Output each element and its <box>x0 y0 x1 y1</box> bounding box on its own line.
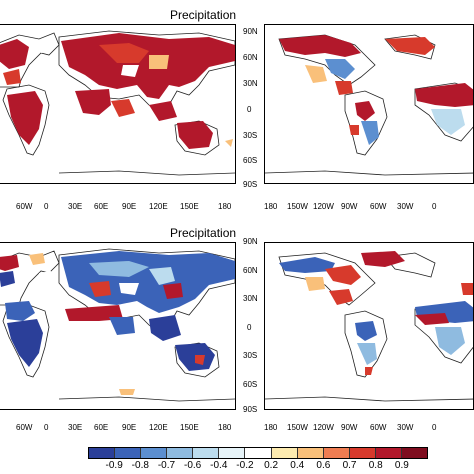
colorbar-swatch <box>141 448 168 458</box>
coast-asia <box>58 30 235 114</box>
lat-label: 30S <box>243 131 258 140</box>
coast-antarctica-right <box>265 170 473 176</box>
colorbar-tick-label: -0.2 <box>236 460 254 471</box>
colorbar-tick-label: 0.9 <box>394 460 409 471</box>
top-title: Precipitation <box>170 8 237 22</box>
lon-label: 90E <box>122 202 137 211</box>
lat-label: 60S <box>243 156 258 165</box>
lat-label: 0 <box>247 323 252 332</box>
colorbar-tick-label: -0.8 <box>131 460 149 471</box>
bottom-title: Precipitation <box>170 226 237 240</box>
lon-label: 120W <box>313 202 334 211</box>
lon-label: 0 <box>44 202 49 211</box>
lon-label: 60W <box>16 423 33 432</box>
lon-label: 150E <box>180 423 199 432</box>
colorbar-swatch <box>115 448 142 458</box>
lat-label: 90S <box>243 180 258 189</box>
colorbar-swatch <box>297 448 324 458</box>
map-top-left <box>0 30 235 176</box>
map-top-right <box>265 34 473 176</box>
map-panel-top-left <box>0 24 236 184</box>
lon-label: 90W <box>341 423 358 432</box>
colorbar-tick-label: -0.6 <box>183 460 202 471</box>
map-panel-bottom-right <box>264 242 474 410</box>
lat-label: 30N <box>243 79 258 88</box>
lon-label: 30E <box>68 202 83 211</box>
colorbar-swatch <box>375 448 402 458</box>
lon-label: 0 <box>44 423 49 432</box>
colorbar-tick-label: 0.6 <box>316 460 331 471</box>
lon-label: 0 <box>432 423 437 432</box>
lon-label: 180 <box>218 423 232 432</box>
bottom-left-correlation-field <box>0 251 235 395</box>
coast-south-america <box>344 90 388 156</box>
lon-label: 180 <box>264 202 278 211</box>
map-bottom-left <box>0 248 235 402</box>
colorbar-swatch <box>89 448 116 458</box>
map-bottom-right <box>265 251 473 402</box>
lon-label: 90E <box>122 423 137 432</box>
lat-label: 60N <box>243 266 258 275</box>
lon-label: 180 <box>218 202 232 211</box>
lat-label: 90S <box>243 405 258 414</box>
coast-greenland <box>384 34 436 60</box>
coast-antarctica <box>58 170 235 176</box>
lon-label: 30W <box>397 423 414 432</box>
coast-europe <box>0 32 60 88</box>
colorbar <box>88 447 428 459</box>
colorbar-tick-label: -0.7 <box>157 460 176 471</box>
lat-label: 60N <box>243 53 258 62</box>
lat-label: 30N <box>243 294 258 303</box>
lat-label: 0 <box>247 105 252 114</box>
colorbar-tick-label: 0.8 <box>368 460 383 471</box>
colorbar-tick-label: 0.7 <box>342 460 357 471</box>
lon-label: 150W <box>287 423 308 432</box>
bottom-right-correlation-field <box>279 251 473 375</box>
lon-label: 60W <box>370 202 387 211</box>
lon-label: 60W <box>16 202 33 211</box>
lon-label: 90W <box>341 202 358 211</box>
lon-label: 60E <box>94 423 109 432</box>
lat-label: 90N <box>243 27 258 36</box>
lon-label: 30E <box>68 423 83 432</box>
lon-label: 60W <box>370 423 387 432</box>
colorbar-swatch <box>271 448 298 458</box>
lon-label: 120E <box>149 423 168 432</box>
lon-label: 60E <box>94 202 109 211</box>
lon-label: 30W <box>397 202 414 211</box>
colorbar-tick-label: 0.2 <box>264 460 279 471</box>
top-left-correlation-field <box>0 33 235 149</box>
colorbar-swatch <box>323 448 350 458</box>
colorbar-tick-label: -0.9 <box>105 460 123 471</box>
lon-label: 150E <box>180 202 199 211</box>
colorbar-swatch <box>401 448 428 458</box>
lon-label: 120W <box>313 423 334 432</box>
lon-label: 120E <box>149 202 168 211</box>
colorbar-swatch <box>219 448 246 458</box>
colorbar-tick-label: -0.4 <box>210 460 228 471</box>
lon-label: 180 <box>264 423 278 432</box>
coast-africa <box>2 84 50 156</box>
lat-label: 60S <box>243 380 258 389</box>
lat-label: 90N <box>243 237 258 246</box>
colorbar-tick-label: 0.4 <box>290 460 305 471</box>
map-panel-bottom-left <box>0 242 236 410</box>
map-panel-top-right <box>264 24 474 184</box>
colorbar-swatch <box>245 448 272 458</box>
lon-label: 0 <box>432 202 437 211</box>
colorbar-swatch <box>167 448 194 458</box>
colorbar-swatch <box>193 448 220 458</box>
lon-label: 150W <box>287 202 308 211</box>
colorbar-swatch <box>349 448 376 458</box>
top-right-correlation-field <box>279 35 473 145</box>
lat-label: 30S <box>243 351 258 360</box>
